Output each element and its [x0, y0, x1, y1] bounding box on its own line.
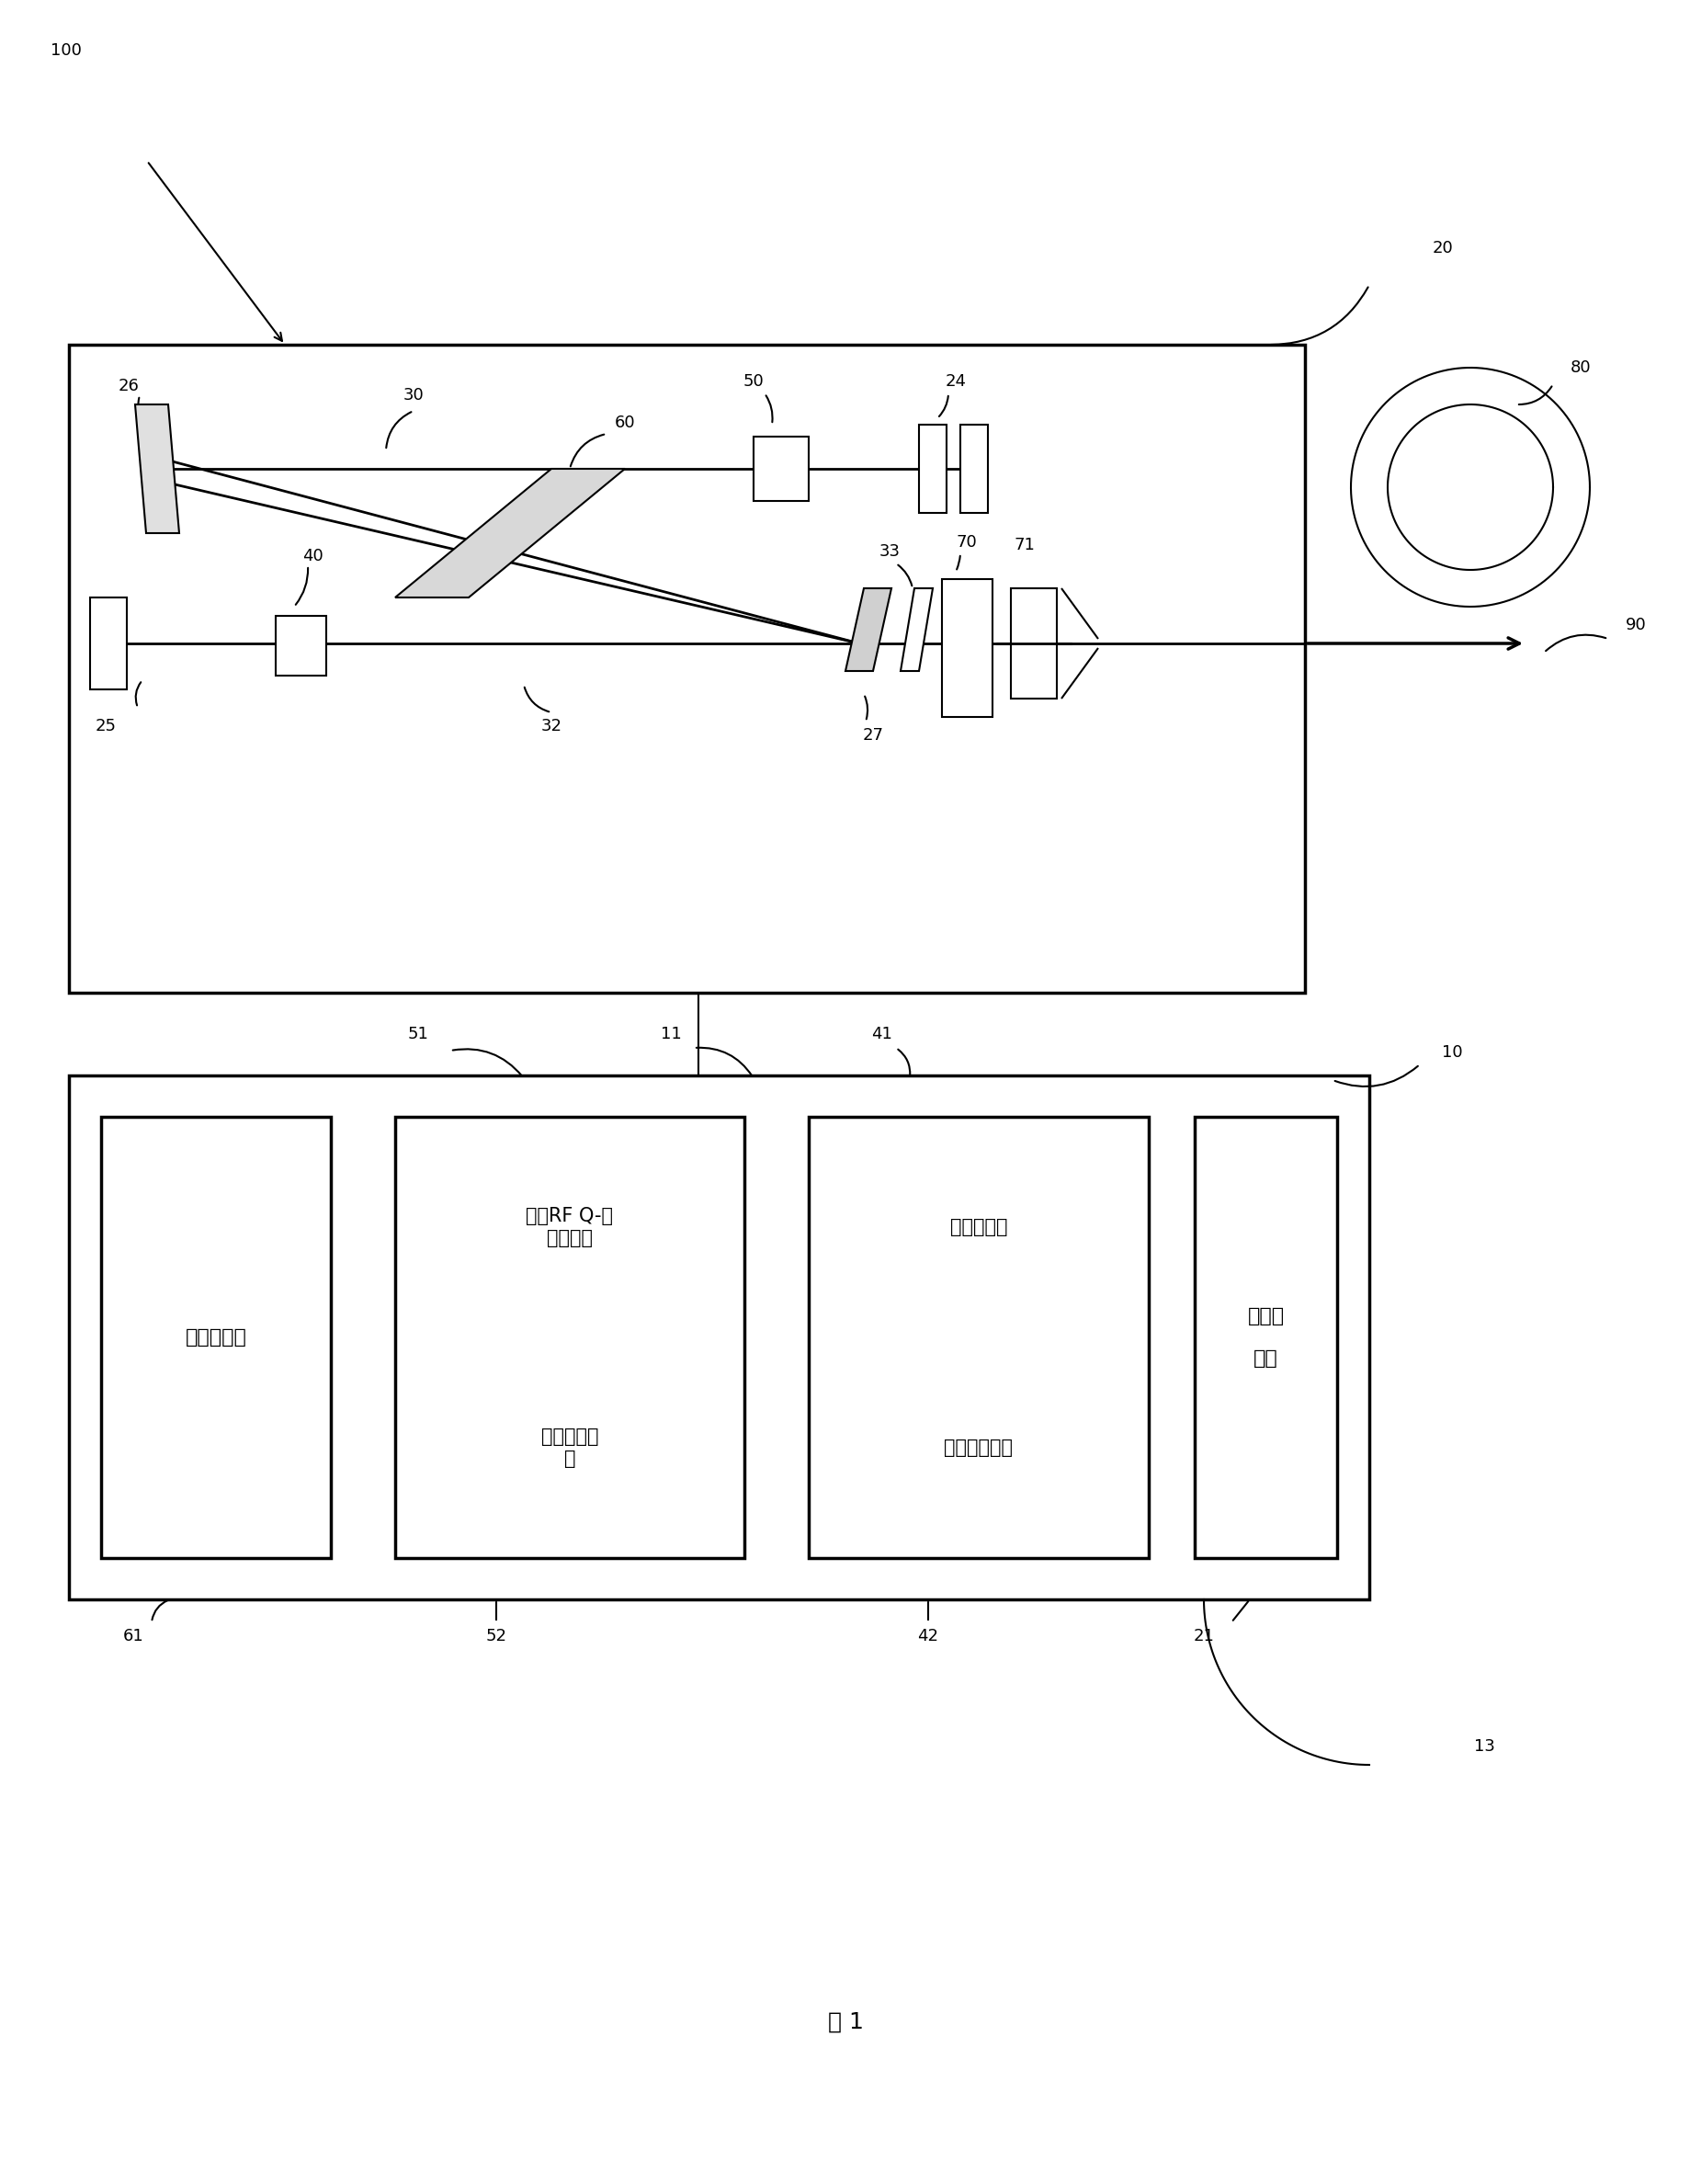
Bar — [1195, 1116, 1337, 1557]
Text: 40: 40 — [303, 548, 323, 563]
Text: 图 1: 图 1 — [828, 2011, 864, 2033]
Polygon shape — [395, 470, 625, 598]
Text: 32: 32 — [541, 719, 563, 734]
Bar — [69, 345, 1305, 994]
Text: 90: 90 — [1626, 616, 1646, 633]
Text: 25: 25 — [95, 719, 117, 734]
Text: 24: 24 — [945, 373, 967, 389]
Bar — [1011, 587, 1056, 699]
Text: 30: 30 — [404, 387, 424, 404]
Text: 100: 100 — [51, 41, 81, 59]
Text: 41: 41 — [872, 1026, 892, 1042]
Text: 52: 52 — [485, 1627, 507, 1645]
Bar — [101, 1116, 331, 1557]
Bar — [941, 579, 992, 716]
Text: 42: 42 — [918, 1627, 938, 1645]
Text: 首脉冲抑制
器: 首脉冲抑制 器 — [541, 1428, 598, 1468]
Polygon shape — [135, 404, 179, 533]
Bar — [810, 1116, 1149, 1557]
Text: 10: 10 — [1442, 1044, 1462, 1061]
Text: 主冷却

系统: 主冷却 系统 — [1247, 1306, 1284, 1367]
Text: 26: 26 — [118, 378, 139, 395]
Polygon shape — [845, 587, 891, 670]
Bar — [395, 1116, 744, 1557]
Text: 50: 50 — [744, 373, 764, 389]
Text: 51: 51 — [407, 1026, 429, 1042]
Text: 21: 21 — [1193, 1627, 1215, 1645]
Text: 60: 60 — [615, 415, 635, 430]
Bar — [69, 1075, 1369, 1599]
Text: 11: 11 — [661, 1026, 681, 1042]
Text: 20: 20 — [1433, 240, 1453, 256]
Bar — [754, 437, 810, 500]
Bar — [90, 598, 127, 690]
Text: 射频RF Q-开
关驱动器: 射频RF Q-开 关驱动器 — [526, 1208, 613, 1247]
Text: 13: 13 — [1474, 1738, 1494, 1754]
Text: 27: 27 — [862, 727, 884, 743]
Text: 激光驱动器: 激光驱动器 — [186, 1328, 247, 1348]
Bar — [275, 616, 326, 675]
Text: 温度控制器: 温度控制器 — [950, 1219, 1007, 1236]
Text: 71: 71 — [1014, 537, 1036, 553]
Polygon shape — [901, 587, 933, 670]
Text: 70: 70 — [957, 535, 977, 550]
Bar — [960, 424, 989, 513]
Bar — [919, 424, 946, 513]
Text: 33: 33 — [879, 544, 901, 559]
Text: 温度设制电路: 温度设制电路 — [945, 1439, 1014, 1457]
Text: 61: 61 — [123, 1627, 144, 1645]
Text: 80: 80 — [1570, 360, 1590, 376]
